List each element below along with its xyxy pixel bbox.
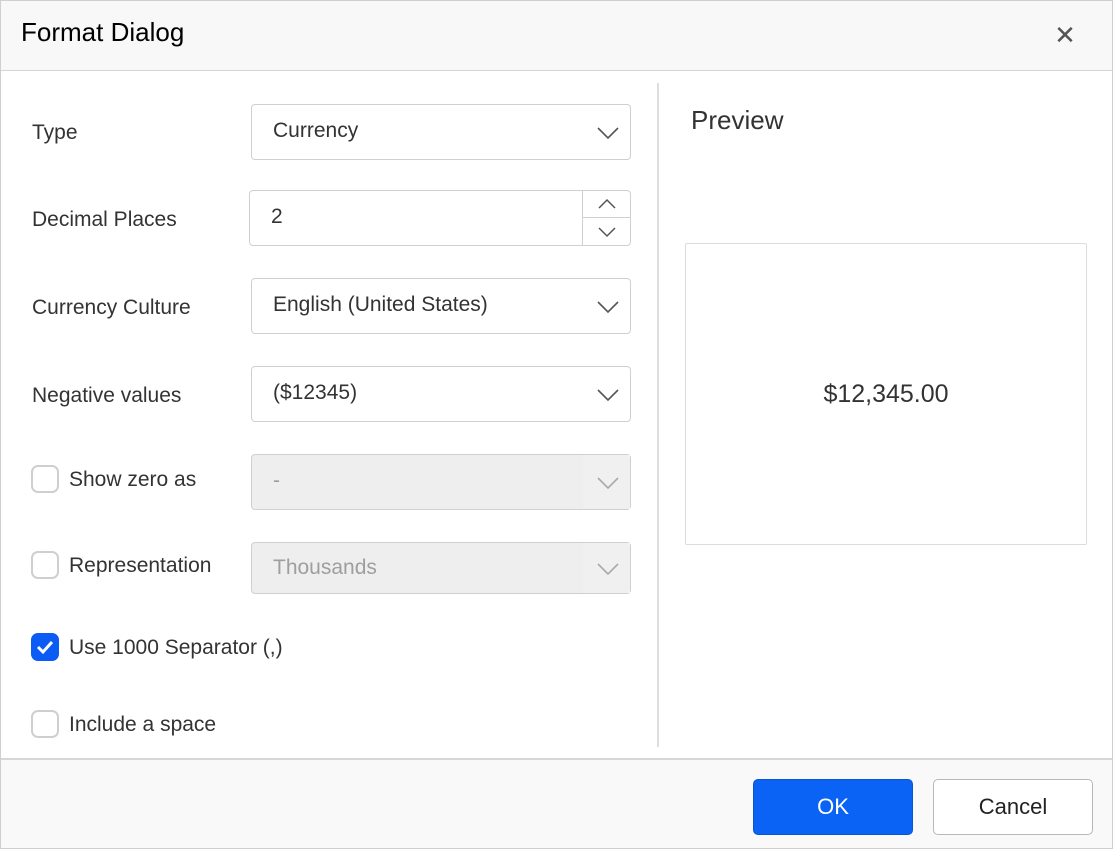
show-zero-label: Show zero as [69, 468, 197, 491]
preview-box: $12,345.00 [685, 243, 1087, 545]
checkmark-icon [36, 640, 54, 655]
type-value: Currency [273, 119, 359, 142]
increment-button[interactable] [583, 191, 630, 218]
chevron-down-icon [597, 477, 619, 490]
show-zero-checkbox[interactable] [31, 465, 59, 493]
chevron-down-icon [597, 563, 619, 576]
negative-values-value: ($12345) [273, 381, 358, 404]
include-space-checkbox[interactable] [31, 710, 59, 738]
currency-culture-value: English (United States) [273, 293, 488, 316]
type-label: Type [32, 121, 78, 144]
chevron-down-icon [597, 226, 616, 237]
representation-label: Representation [69, 554, 212, 577]
divider [657, 83, 659, 747]
representation-dropdown[interactable]: Thousands [251, 542, 631, 594]
chevron-up-icon [597, 198, 616, 209]
decimal-places-stepper[interactable]: 2 [249, 190, 631, 246]
decimal-places-label: Decimal Places [32, 208, 177, 231]
representation-value: Thousands [273, 556, 377, 579]
decrement-button[interactable] [583, 218, 630, 245]
dialog-footer: OK Cancel [1, 758, 1112, 848]
dialog-header: Format Dialog ✕ [1, 1, 1112, 71]
currency-culture-label: Currency Culture [32, 296, 191, 319]
preview-title: Preview [691, 105, 784, 135]
cancel-button[interactable]: Cancel [933, 779, 1093, 835]
show-zero-dropdown[interactable]: - [251, 454, 631, 510]
negative-values-dropdown[interactable]: ($12345) [251, 366, 631, 422]
chevron-down-icon [597, 301, 619, 314]
type-dropdown[interactable]: Currency [251, 104, 631, 160]
dialog-title: Format Dialog [21, 17, 185, 47]
include-space-label: Include a space [69, 713, 217, 736]
preview-value: $12,345.00 [823, 379, 949, 408]
show-zero-value: - [273, 469, 280, 492]
use-separator-checkbox[interactable] [31, 633, 59, 661]
close-button[interactable]: ✕ [1051, 21, 1079, 49]
currency-culture-dropdown[interactable]: English (United States) [251, 278, 631, 334]
representation-checkbox[interactable] [31, 551, 59, 579]
chevron-down-icon [597, 389, 619, 402]
decimal-places-value: 2 [271, 205, 283, 228]
use-separator-label: Use 1000 Separator (,) [69, 636, 283, 659]
negative-values-label: Negative values [32, 384, 182, 407]
ok-button[interactable]: OK [753, 779, 913, 835]
close-icon: ✕ [1054, 20, 1076, 50]
chevron-down-icon [597, 127, 619, 140]
